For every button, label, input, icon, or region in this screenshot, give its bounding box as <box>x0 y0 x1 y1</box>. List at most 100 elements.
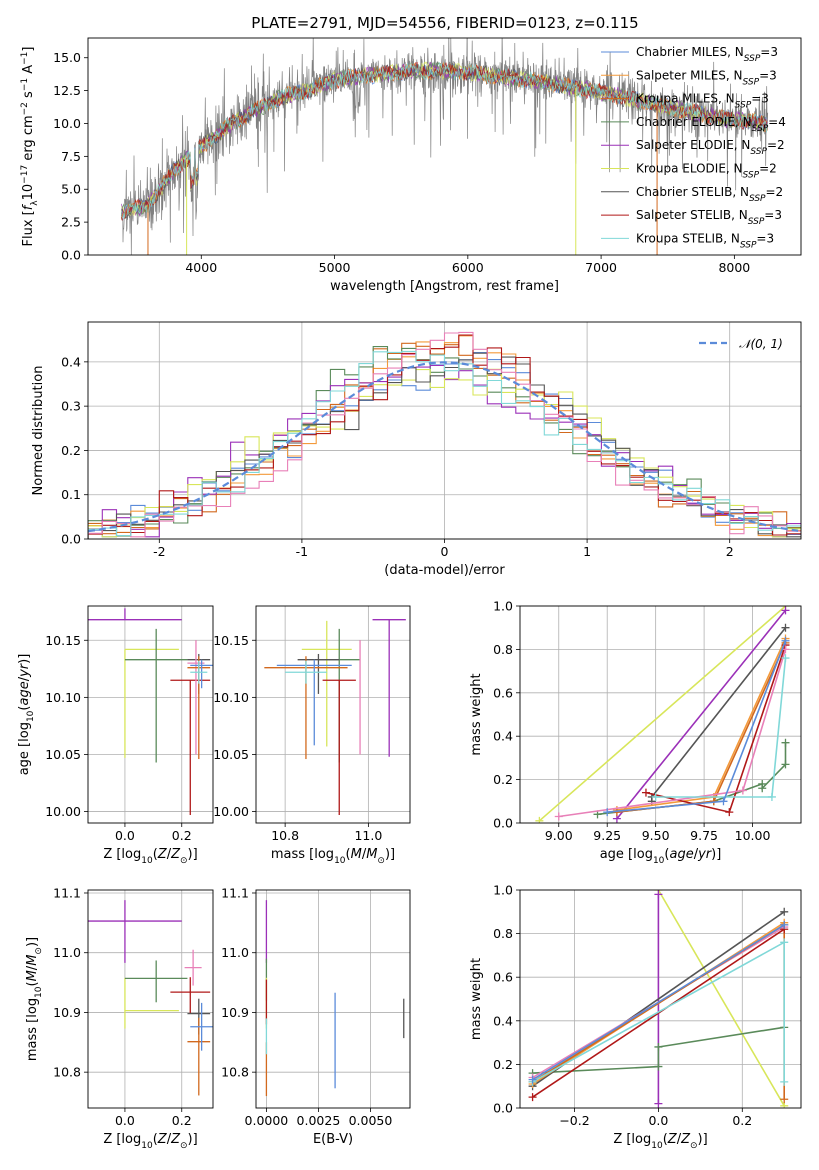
mass-weight-marker <box>641 788 650 797</box>
gridlines <box>256 606 410 823</box>
figure-title: PLATE=2791, MJD=54556, FIBERID=0123, z=0… <box>251 14 638 32</box>
x-axis-label: (data-model)/error <box>384 563 505 578</box>
mass-weight-marker <box>780 1095 789 1104</box>
plot-age-vs-mass: 10.8 11.0 10.00 10.05 10.10 10.15 mass [log10(… <box>213 605 411 866</box>
y-tick-label: 1.0 <box>493 599 513 614</box>
y-tick-label: 5.0 <box>61 182 81 197</box>
y-tick-label: 0.4 <box>61 354 81 369</box>
mass-weight-marker <box>781 654 790 663</box>
x-tick-label: -1 <box>296 544 308 559</box>
legend-entry: 𝒩(0, 1) <box>739 337 783 351</box>
x-tick-label: 9.00 <box>545 828 573 843</box>
gridlines <box>88 890 213 1108</box>
plot-mass-vs-ebv: 0.0000 0.0025 0.0050 10.8 10.9 11.0 11.1 E(B-V) <box>221 885 411 1147</box>
x-axis-label: Z [log10(Z/Z⊙)] <box>103 847 197 866</box>
gridlines <box>88 606 213 823</box>
y-tick-label: 10.0 <box>53 116 81 131</box>
x-tick-label: 0.0 <box>115 1113 135 1128</box>
legend-entry: Chabrier ELODIE, NSSP=4 <box>636 115 786 134</box>
x-tick-label: −0.2 <box>559 1113 589 1128</box>
plot-age-vs-Z: 0.0 0.2 10.00 10.05 10.10 10.15 Z [log10(Z/Z⊙)… <box>17 605 214 866</box>
mass-weight-marker <box>528 1075 537 1084</box>
axes-frame <box>519 889 802 1109</box>
plot-area <box>264 619 406 816</box>
y-tick-label: 0.2 <box>493 1057 513 1072</box>
y-tick-label: 0.6 <box>493 970 513 985</box>
plot-area <box>88 331 801 539</box>
mass-weight-line <box>532 924 785 1081</box>
x-tick-label: 0.2 <box>172 828 192 843</box>
plot-area <box>265 900 405 1097</box>
mass-weight-line <box>538 606 787 822</box>
x-axis-label: age [log10(age/yr)] <box>600 847 722 866</box>
axes-frame <box>519 605 802 824</box>
x-tick-label: 9.50 <box>642 828 670 843</box>
y-tick-label: 12.5 <box>53 83 81 98</box>
model-line <box>120 62 768 220</box>
x-tick-label: 0.0025 <box>297 1113 341 1128</box>
y-tick-label: 0.1 <box>61 487 81 502</box>
plot-spectrum: 4000 5000 6000 7000 8000 0.0 2.5 5.0 7.5 10.0 12.5… <box>20 37 802 294</box>
mass-weight-line <box>655 658 787 798</box>
mass-weight-marker <box>780 1077 789 1086</box>
mass-weight-marker <box>654 890 663 899</box>
mass-weight-marker <box>603 808 612 817</box>
mass-weight-marker <box>651 792 660 801</box>
mass-weight-line <box>645 644 787 814</box>
y-tick-label: 11.1 <box>53 885 81 900</box>
residual-histogram <box>88 331 801 539</box>
mass-weight-marker <box>780 920 789 929</box>
mass-weight-line <box>558 649 787 818</box>
y-tick-label: 10.15 <box>213 633 249 648</box>
mass-weight-line <box>532 1026 785 1074</box>
plot-area <box>120 38 769 255</box>
y-tick-label: 11.0 <box>53 945 81 960</box>
x-tick-label: 4000 <box>185 260 217 275</box>
y-tick-label: 0.8 <box>493 642 513 657</box>
axes-frame <box>255 605 411 824</box>
plot-residuals: -2 -1 0 1 2 0.0 0.1 0.2 0.3 0.4 (data-model)/error… <box>31 321 802 578</box>
x-tick-label: 0.0050 <box>349 1113 393 1128</box>
x-axis-label: wavelength [Angstrom, rest frame] <box>330 279 559 294</box>
plot-area <box>88 608 213 816</box>
y-tick-label: 10.9 <box>53 1005 81 1020</box>
x-tick-label: 11.0 <box>354 828 382 843</box>
mass-weight-marker <box>780 938 789 947</box>
x-tick-label: 0.2 <box>172 1113 192 1128</box>
x-axis-label: Z [log10(Z/Z⊙)] <box>103 1132 197 1151</box>
mass-weight-marker <box>781 636 790 645</box>
y-tick-label: 0.4 <box>493 729 513 744</box>
mass-weight-marker <box>767 792 776 801</box>
y-axis-label: Normed distribution <box>31 366 46 496</box>
y-tick-label: 1.0 <box>493 883 513 898</box>
y-tick-label: 10.10 <box>213 690 249 705</box>
x-tick-label: 0.0000 <box>245 1113 289 1128</box>
x-tick-label: 10.00 <box>735 828 771 843</box>
y-tick-label: 10.10 <box>45 690 81 705</box>
legend-entry: Kroupa MILES, NSSP=3 <box>636 92 769 111</box>
axes-frame <box>87 605 214 824</box>
axes-frame <box>87 889 214 1109</box>
y-tick-label: 10.05 <box>213 747 249 762</box>
gridlines <box>520 889 801 1109</box>
legend-entry: Chabrier MILES, NSSP=3 <box>636 45 778 64</box>
mass-weight-marker <box>780 907 789 916</box>
plot-mass-weight-vs-Z: −0.2 0.0 0.2 0.0 0.2 0.4 0.6 0.8 1.0 Z [log10(Z/Z… <box>469 883 802 1151</box>
x-tick-label: 0.0 <box>115 828 135 843</box>
x-tick-label: 10.8 <box>271 828 299 843</box>
plot-area <box>528 890 789 1108</box>
x-tick-label: 0.2 <box>732 1113 752 1128</box>
mass-weight-marker <box>781 738 790 747</box>
mass-weight-marker <box>781 760 790 769</box>
x-axis-label: mass [log10(M/M⊙)] <box>271 847 395 866</box>
legend-entry: Kroupa ELODIE, NSSP=2 <box>636 162 777 181</box>
y-tick-label: 11.0 <box>221 945 249 960</box>
y-tick-label: 15.0 <box>53 50 81 65</box>
x-tick-label: 9.25 <box>593 828 621 843</box>
y-tick-label: 0.3 <box>61 399 81 414</box>
mass-weight-marker <box>725 808 734 817</box>
y-axis-label: age [log10(age/yr)] <box>17 654 36 776</box>
y-tick-label: 0.2 <box>61 443 81 458</box>
legend-entry: Salpeter STELIB, NSSP=3 <box>636 208 782 227</box>
y-axis-label: mass [log10(M/M⊙)] <box>25 937 44 1061</box>
